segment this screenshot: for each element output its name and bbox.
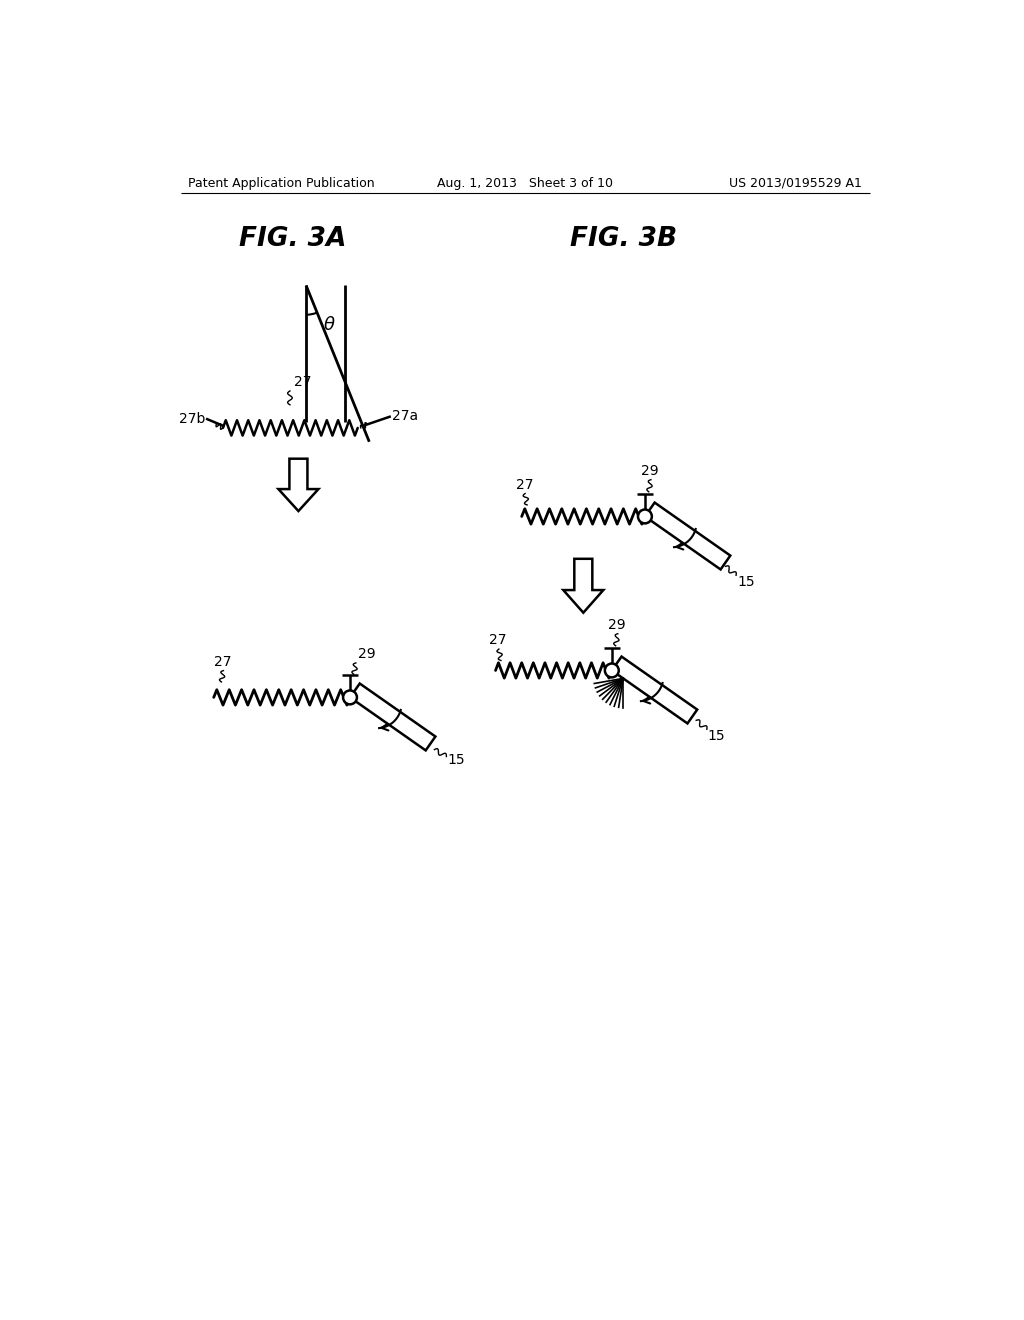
Polygon shape [350,684,435,750]
Text: FIG. 3A: FIG. 3A [239,226,346,252]
Text: 29: 29 [608,618,626,632]
Polygon shape [611,656,697,723]
Text: Patent Application Publication: Patent Application Publication [188,177,375,190]
Circle shape [605,664,618,677]
Text: 27b: 27b [179,412,206,425]
Text: Aug. 1, 2013   Sheet 3 of 10: Aug. 1, 2013 Sheet 3 of 10 [437,177,612,190]
Polygon shape [279,459,318,511]
Text: 27: 27 [489,634,507,647]
Circle shape [638,510,652,524]
Text: US 2013/0195529 A1: US 2013/0195529 A1 [729,177,862,190]
Text: 27a: 27a [392,409,419,422]
Text: 15: 15 [708,729,725,743]
Text: 29: 29 [641,463,658,478]
Text: 27: 27 [294,375,311,389]
Text: 27: 27 [214,655,231,669]
Text: 27: 27 [515,478,534,492]
Text: θ: θ [324,317,335,334]
Polygon shape [645,503,730,569]
Polygon shape [563,558,603,612]
Circle shape [343,690,357,705]
Text: 29: 29 [357,647,376,661]
Text: FIG. 3B: FIG. 3B [569,226,677,252]
Text: 15: 15 [447,754,465,767]
Text: 15: 15 [737,574,755,589]
